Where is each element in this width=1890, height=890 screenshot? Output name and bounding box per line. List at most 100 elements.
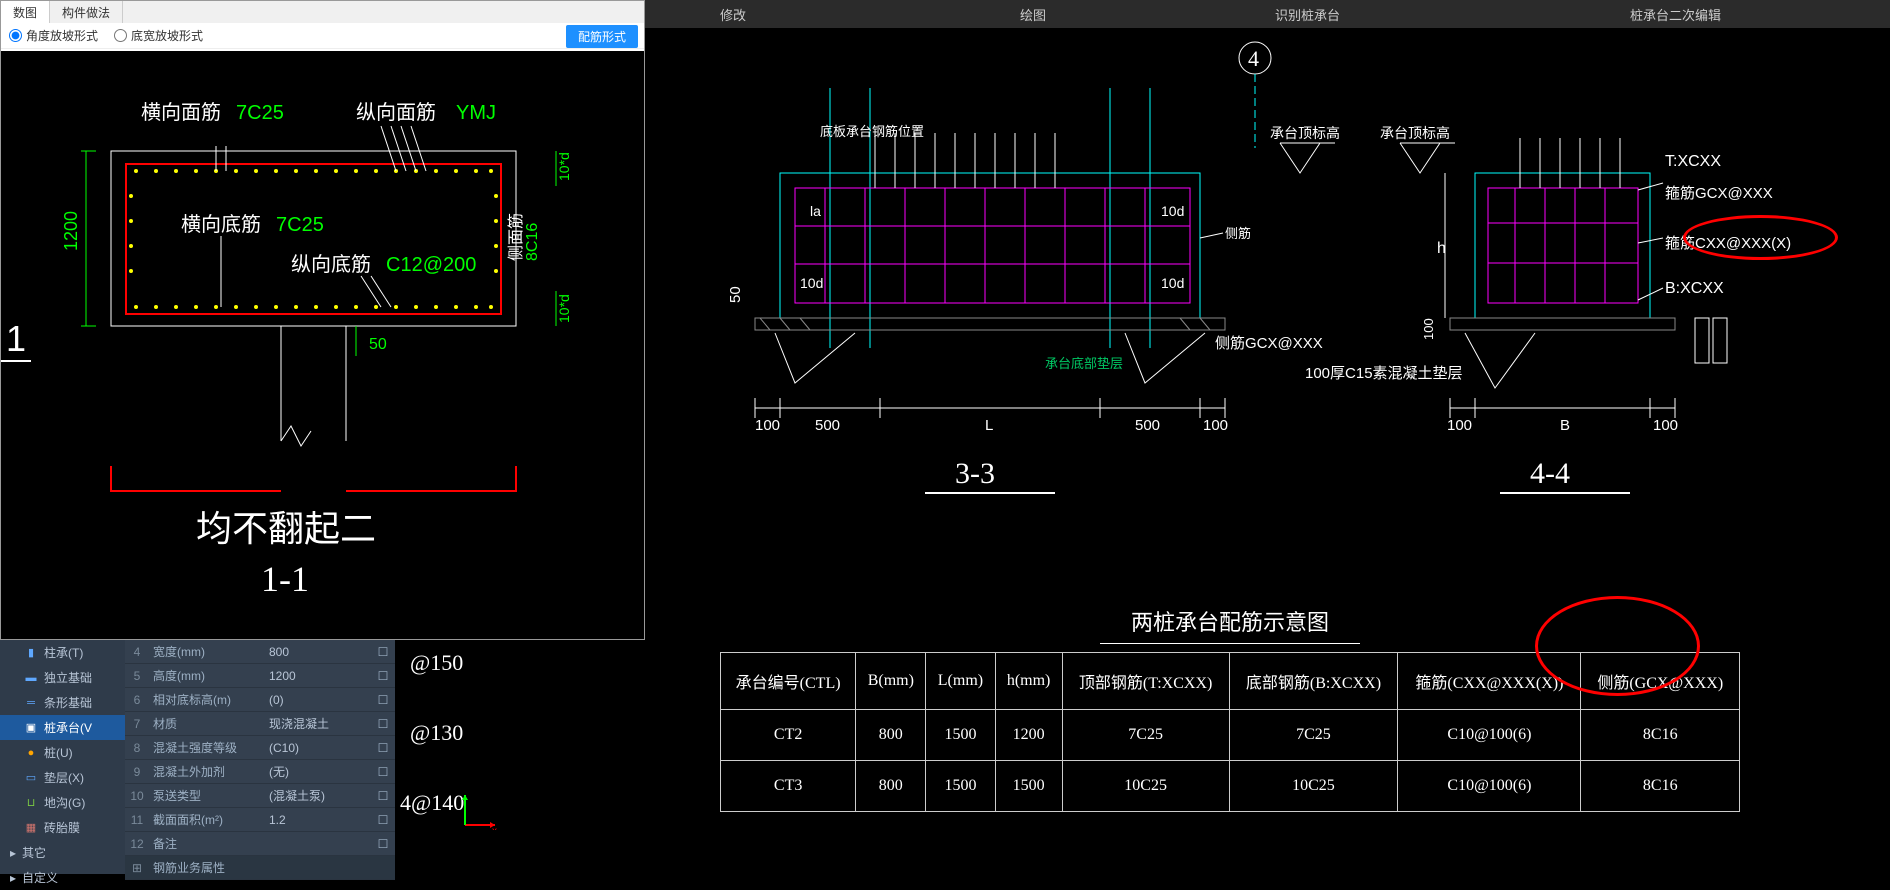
prop-key: 备注 bbox=[149, 835, 269, 852]
svg-text:B:XCXX: B:XCXX bbox=[1665, 280, 1724, 297]
svg-text:la: la bbox=[810, 203, 821, 219]
prop-row[interactable]: 11截面面积(m²)1.2☐ bbox=[125, 808, 395, 832]
prop-val: (0) bbox=[269, 693, 371, 707]
prop-row[interactable]: 12备注 ☐ bbox=[125, 832, 395, 856]
menu-recognize[interactable]: 识别桩承台 bbox=[1255, 5, 1360, 24]
prop-key: 截面面积(m²) bbox=[149, 811, 269, 828]
table-row: CT2 800 1500 1200 7C25 7C25 C10@100(6) 8… bbox=[721, 710, 1740, 761]
th: 箍筋(CXX@XXX(X)) bbox=[1398, 653, 1581, 710]
td: 8C16 bbox=[1581, 761, 1740, 812]
brick-icon: ▦ bbox=[24, 821, 38, 835]
svg-text:10d: 10d bbox=[800, 275, 823, 291]
prop-chk[interactable]: ☐ bbox=[371, 693, 395, 707]
th: h(mm) bbox=[995, 653, 1062, 710]
nav-tree: ▮ 柱承(T) ▬独立基础 ═条形基础 ▣桩承台(V ●桩(U) ▭垫层(X) ⊔… bbox=[0, 640, 125, 874]
svg-text:底板承台钢筋位置: 底板承台钢筋位置 bbox=[820, 124, 924, 139]
prop-val: (混凝土泵) bbox=[269, 787, 371, 804]
prop-num: 7 bbox=[125, 717, 149, 731]
btn-rebar-form[interactable]: 配筋形式 bbox=[566, 25, 638, 48]
prop-val: 1200 bbox=[269, 669, 371, 683]
prop-chk[interactable]: ☐ bbox=[371, 741, 395, 755]
radio-width[interactable]: 底宽放坡形式 bbox=[114, 27, 203, 44]
svg-text:50: 50 bbox=[369, 336, 387, 353]
td: 1500 bbox=[926, 761, 995, 812]
nav-label: 柱承(T) bbox=[44, 644, 83, 661]
svg-text:横向底筋: 横向底筋 bbox=[181, 213, 261, 236]
prop-num: 5 bbox=[125, 669, 149, 683]
radio-angle[interactable]: 角度放坡形式 bbox=[9, 27, 98, 44]
prop-num: 6 bbox=[125, 693, 149, 707]
td: 800 bbox=[856, 710, 926, 761]
dialog-tabs: 数图 构件做法 bbox=[1, 1, 644, 23]
prop-row[interactable]: 10泵送类型(混凝土泵)☐ bbox=[125, 784, 395, 808]
radio-width-label: 底宽放坡形式 bbox=[131, 27, 203, 44]
prop-chk[interactable]: ☐ bbox=[371, 813, 395, 827]
prop-group[interactable]: ⊞钢筋业务属性 bbox=[125, 856, 395, 880]
td: 1200 bbox=[995, 710, 1062, 761]
trench-icon: ⊔ bbox=[24, 796, 38, 810]
svg-text:4-4: 4-4 bbox=[1530, 457, 1570, 490]
svg-text:100: 100 bbox=[1421, 318, 1436, 340]
prop-row[interactable]: 8混凝土强度等级(C10)☐ bbox=[125, 736, 395, 760]
nav-brick[interactable]: ▦砖胎膜 bbox=[0, 815, 125, 840]
prop-key: 高度(mm) bbox=[149, 667, 269, 684]
pillar-icon: ▮ bbox=[24, 646, 38, 660]
bg-label-1: @150 bbox=[410, 650, 463, 676]
svg-text:箍筋GCX@XXX: 箍筋GCX@XXX bbox=[1665, 185, 1773, 202]
svg-text:C12@200: C12@200 bbox=[386, 254, 476, 276]
strip-icon: ═ bbox=[24, 696, 38, 710]
prop-row[interactable]: 6相对底标高(m)(0)☐ bbox=[125, 688, 395, 712]
prop-row[interactable]: 9混凝土外加剂(无)☐ bbox=[125, 760, 395, 784]
tab-data[interactable]: 数图 bbox=[1, 1, 50, 23]
section-11-diagram: 1200 横向面筋 7C25 纵向面筋 YMJ 横向底筋 7C25 纵向底筋 C… bbox=[1, 51, 644, 639]
nav-pile[interactable]: ●桩(U) bbox=[0, 740, 125, 765]
svg-text:10d: 10d bbox=[1161, 275, 1184, 291]
top-menu: 修改 绘图 识别桩承台 桩承台二次编辑 bbox=[645, 0, 1890, 28]
svg-text:8C16: 8C16 bbox=[524, 223, 541, 261]
prop-chk[interactable]: ☐ bbox=[371, 717, 395, 731]
nav-isolated[interactable]: ▬独立基础 bbox=[0, 665, 125, 690]
menu-edit2[interactable]: 桩承台二次编辑 bbox=[1610, 5, 1741, 24]
prop-row[interactable]: 7材质现浇混凝土☐ bbox=[125, 712, 395, 736]
prop-chk[interactable]: ☐ bbox=[371, 645, 395, 659]
radio-width-input[interactable] bbox=[114, 29, 127, 42]
prop-num: 11 bbox=[125, 813, 149, 827]
sections-svg: 4 承台顶标高 bbox=[645, 28, 1890, 588]
prop-chk[interactable]: ☐ bbox=[371, 669, 395, 683]
svg-text:承台顶标高: 承台顶标高 bbox=[1380, 125, 1450, 141]
bg-label-2: @130 bbox=[410, 720, 463, 746]
nav-trench[interactable]: ⊔ 地沟(G) bbox=[0, 790, 125, 815]
menu-modify[interactable]: 修改 bbox=[700, 5, 766, 24]
prop-num: 10 bbox=[125, 789, 149, 803]
prop-key: 相对底标高(m) bbox=[149, 691, 269, 708]
bg-label-3: 4@140 bbox=[400, 790, 464, 816]
nav-strip[interactable]: ═条形基础 bbox=[0, 690, 125, 715]
tab-construction[interactable]: 构件做法 bbox=[50, 1, 123, 23]
nav-group-custom[interactable]: ▸ 自定义 bbox=[0, 865, 125, 890]
nav-group-other[interactable]: ▸ 其它 bbox=[0, 840, 125, 865]
table-title: 两桩承台配筋示意图 bbox=[720, 605, 1740, 637]
prop-row[interactable]: 4宽度(mm)800☐ bbox=[125, 640, 395, 664]
prop-num: 12 bbox=[125, 837, 149, 851]
prop-chk[interactable]: ☐ bbox=[371, 765, 395, 779]
prop-chk[interactable]: ☐ bbox=[371, 789, 395, 803]
td: 7C25 bbox=[1062, 710, 1229, 761]
svg-text:纵向底筋: 纵向底筋 bbox=[291, 253, 371, 276]
prop-chk[interactable]: ☐ bbox=[371, 837, 395, 851]
nav-label: 地沟(G) bbox=[44, 794, 85, 811]
prop-row[interactable]: 5高度(mm)1200☐ bbox=[125, 664, 395, 688]
svg-text:x: x bbox=[492, 826, 497, 830]
nav-pillar[interactable]: ▮ 柱承(T) bbox=[0, 640, 125, 665]
properties-panel: 4宽度(mm)800☐ 5高度(mm)1200☐ 6相对底标高(m)(0)☐ 7… bbox=[125, 640, 395, 874]
td: 7C25 bbox=[1229, 710, 1398, 761]
svg-text:横向面筋: 横向面筋 bbox=[141, 101, 221, 124]
nav-pilecap[interactable]: ▣桩承台(V bbox=[0, 715, 125, 740]
svg-text:500: 500 bbox=[1135, 417, 1160, 434]
nav-cushion[interactable]: ▭垫层(X) bbox=[0, 765, 125, 790]
pilecap-icon: ▣ bbox=[24, 721, 38, 735]
radio-angle-input[interactable] bbox=[9, 29, 22, 42]
td: 1500 bbox=[995, 761, 1062, 812]
prop-val: 800 bbox=[269, 645, 371, 659]
td: 8C16 bbox=[1581, 710, 1740, 761]
menu-draw[interactable]: 绘图 bbox=[1000, 5, 1066, 24]
